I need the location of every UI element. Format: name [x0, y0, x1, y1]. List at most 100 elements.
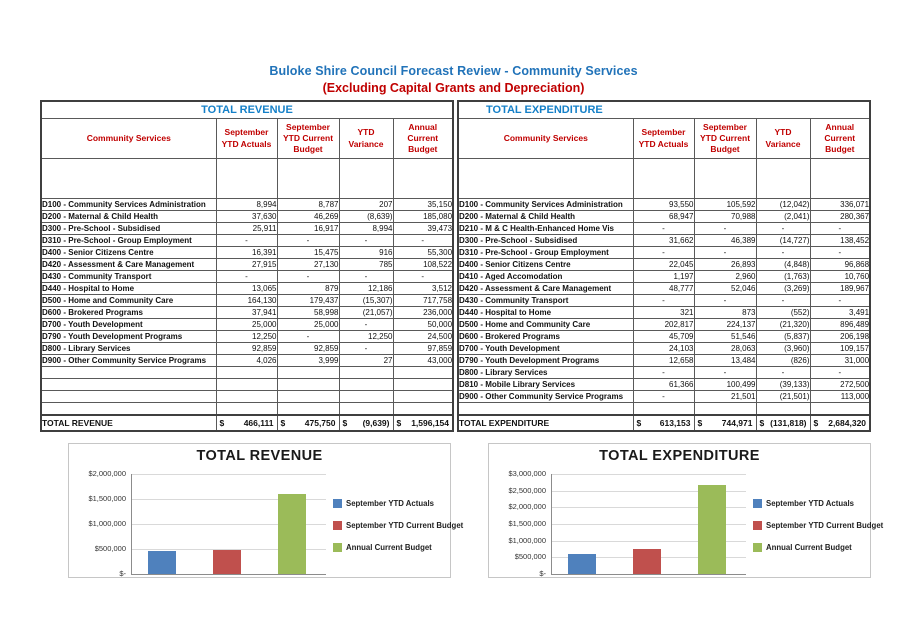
revenue-chart: TOTAL REVENUE $2,000,000 $1,500,000 $1,000,… — [68, 443, 463, 578]
cell-value: 8,994 — [215, 198, 278, 211]
cell-value: 92,859 — [276, 342, 340, 355]
cell-value: (14,727) — [755, 234, 811, 247]
gridline — [551, 540, 746, 542]
table-row: D200 - Maternal & Child Health 68,947 70,9… — [457, 210, 871, 223]
chart-legend: September YTD Actuals September YTD Curre… — [753, 499, 883, 552]
y-axis-tick: $1,000,000 — [508, 535, 546, 545]
empty-cell — [338, 402, 394, 416]
money-cell: $ (131,818) — [757, 417, 809, 430]
cell-value: 37,630 — [215, 210, 278, 223]
blank-row — [40, 378, 454, 391]
row-label: D100 - Community Services Administration — [40, 198, 217, 211]
chart-title: TOTAL REVENUE — [196, 448, 323, 464]
cell-value: - — [215, 234, 278, 247]
expenditure-chart: TOTAL EXPENDITURE $3,000,000 $2,500,000 $2,… — [488, 443, 883, 578]
empty-cell — [632, 158, 695, 199]
cell-value: 22,045 — [632, 258, 695, 271]
cell-value: 12,186 — [338, 282, 394, 295]
row-label: D100 - Community Services Administration — [457, 198, 634, 211]
cell-value: - — [338, 270, 394, 283]
cell-value: (15,307) — [338, 294, 394, 307]
empty-cell — [40, 402, 217, 416]
y-axis-tick: $2,000,000 — [508, 502, 546, 512]
cell-value: - — [276, 330, 340, 343]
amount: (9,639) — [362, 418, 390, 428]
cell-value: 224,137 — [693, 318, 757, 331]
cell-value: 164,130 — [215, 294, 278, 307]
table-row: D900 - Other Community Service Programs -… — [457, 390, 871, 403]
cell-value: 3,491 — [809, 306, 871, 319]
bar-september-ytd-actuals — [148, 551, 176, 574]
row-label: D400 - Senior Citizens Centre — [457, 258, 634, 271]
row-label: D400 - Senior Citizens Centre — [40, 246, 217, 259]
cell-value: 13,484 — [693, 354, 757, 367]
gridline — [551, 507, 746, 509]
row-label: D430 - Community Transport — [457, 294, 634, 307]
cell-value: 236,000 — [392, 306, 454, 319]
y-axis-tick: $500,000 — [94, 544, 126, 553]
row-label: D800 - Library Services — [40, 342, 217, 355]
table-row: D430 - Community Transport - - - - — [457, 294, 871, 307]
cell-value: 35,150 — [392, 198, 454, 211]
y-axis-line — [131, 474, 132, 574]
empty-cell — [40, 158, 217, 199]
row-label: D420 - Assessment & Care Management — [40, 258, 217, 271]
section-title: TOTAL EXPENDITURE — [457, 100, 871, 119]
total-value: $1,596,154 — [392, 414, 454, 432]
cell-value: - — [392, 270, 454, 283]
empty-cell — [755, 158, 811, 199]
chart-legend: September YTD Actuals September YTD Curre… — [333, 499, 463, 552]
cell-value: 4,026 — [215, 354, 278, 367]
table-row: D400 - Senior Citizens Centre 22,045 26,89… — [457, 258, 871, 271]
cell-value: 61,366 — [632, 378, 695, 391]
table-row: D300 - Pre-School - Subsidised 31,662 46,3… — [457, 234, 871, 247]
empty-cell — [40, 390, 217, 403]
cell-value: (8,639) — [338, 210, 394, 223]
legend-swatch-icon — [333, 543, 342, 552]
table-row: D810 - Mobile Library Services 61,366 100,… — [457, 378, 871, 391]
cell-value: 12,250 — [215, 330, 278, 343]
amount: 744,971 — [721, 418, 753, 428]
cell-value: 70,988 — [693, 210, 757, 223]
page-title: Buloke Shire Council Forecast Review - C… — [269, 64, 638, 78]
money-cell: $475,750 — [278, 417, 338, 430]
empty-cell — [755, 402, 811, 416]
table-row: D430 - Community Transport - - - - — [40, 270, 454, 283]
cell-value: 916 — [338, 246, 394, 259]
cell-value: 138,452 — [809, 234, 871, 247]
legend-swatch-icon — [753, 499, 762, 508]
table-row: D400 - Senior Citizens Centre 16,391 15,47… — [40, 246, 454, 259]
money-cell: $ (9,639) — [340, 417, 392, 430]
money-cell: $2,684,320 — [811, 417, 869, 430]
cell-value: - — [392, 234, 454, 247]
total-value: $744,971 — [693, 414, 757, 432]
column-header: Community Services — [40, 118, 217, 159]
table-row: D700 - Youth Development 25,000 25,000-50,… — [40, 318, 454, 331]
cell-value: 113,000 — [809, 390, 871, 403]
currency-symbol: $ — [219, 418, 225, 428]
cell-value: - — [693, 246, 757, 259]
cell-value: 207 — [338, 198, 394, 211]
cell-value: 37,941 — [215, 306, 278, 319]
cell-value: - — [338, 234, 394, 247]
row-label: D440 - Hospital to Home — [40, 282, 217, 295]
table-row: D500 - Home and Community Care 202,817 224… — [457, 318, 871, 331]
table-row: D100 - Community Services Administration… — [457, 198, 871, 211]
empty-cell — [338, 378, 394, 391]
table-row: D800 - Library Services - - - - — [457, 366, 871, 379]
empty-cell — [693, 158, 757, 199]
table-row: D800 - Library Services 92,859 92,859-97,8… — [40, 342, 454, 355]
cell-value: (552) — [755, 306, 811, 319]
cell-value: 185,080 — [392, 210, 454, 223]
legend-september-ytd-current-budget: September YTD Current Budget — [753, 521, 883, 530]
y-axis-tick: $2,000,000 — [88, 469, 126, 478]
blank-row — [40, 402, 454, 416]
total-row: TOTAL REVENUE $466,111 $475,750 $ (9,639) $1,… — [40, 414, 454, 432]
expenditure-table: TOTAL EXPENDITURE Community Services Septe… — [457, 100, 872, 432]
total-value: $ (9,639) — [338, 414, 394, 432]
currency-symbol: $ — [280, 418, 286, 428]
cell-value: 10,760 — [809, 270, 871, 283]
cell-value: 206,198 — [809, 330, 871, 343]
table-row: D500 - Home and Community Care 164,130 179… — [40, 294, 454, 307]
empty-cell — [276, 366, 340, 379]
